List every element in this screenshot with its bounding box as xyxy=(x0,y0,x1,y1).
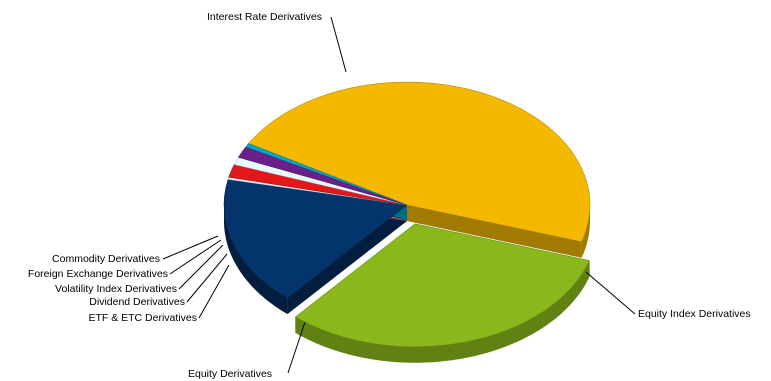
label-volatility-index-derivatives: Volatility Index Derivatives xyxy=(55,283,177,295)
label-etf-and-etc-derivatives: ETF & ETC Derivatives xyxy=(88,312,197,324)
leader-line-volatility-index-derivatives xyxy=(178,244,224,290)
label-interest-rate-derivatives: Interest Rate Derivatives xyxy=(207,11,322,23)
label-foreign-exchange-derivatives: Foreign Exchange Derivatives xyxy=(28,268,168,280)
label-equity-derivatives: Equity Derivatives xyxy=(188,368,272,380)
pie-edge-interest-rate-derivatives xyxy=(407,205,582,258)
label-dividend-derivatives: Dividend Derivatives xyxy=(89,296,185,308)
leader-line-dividend-derivatives xyxy=(186,253,228,303)
leader-line-foreign-exchange-derivatives xyxy=(169,239,222,275)
pie-side-interest-rate-derivatives xyxy=(581,206,590,258)
pie-top-layer xyxy=(223,81,591,347)
pie-edge-equity-derivatives xyxy=(287,205,407,315)
leader-line-interest-rate-derivatives xyxy=(330,16,347,73)
leader-line-equity-index-derivatives xyxy=(585,271,636,315)
pie-slice-equity-index-derivatives xyxy=(294,223,590,347)
leader-lines xyxy=(162,16,636,374)
leader-line-equity-derivatives xyxy=(287,321,306,374)
pie-slice-interest-rate-derivatives xyxy=(248,81,591,243)
pie-slice-commodity-derivatives xyxy=(245,143,408,206)
pie-side-equity-index-derivatives xyxy=(295,260,590,363)
pie-slice-equity-derivatives xyxy=(223,179,408,299)
pie-side-equity-derivatives xyxy=(224,203,288,315)
label-commodity-derivatives: Commodity Derivatives xyxy=(52,253,160,265)
leader-line-commodity-derivatives xyxy=(162,235,219,260)
leader-line-etf-and-etc-derivatives xyxy=(198,264,230,319)
label-equity-index-derivatives: Equity Index Derivatives xyxy=(638,308,751,320)
slice-labels: Interest Rate Derivatives Equity Index De… xyxy=(28,11,751,380)
